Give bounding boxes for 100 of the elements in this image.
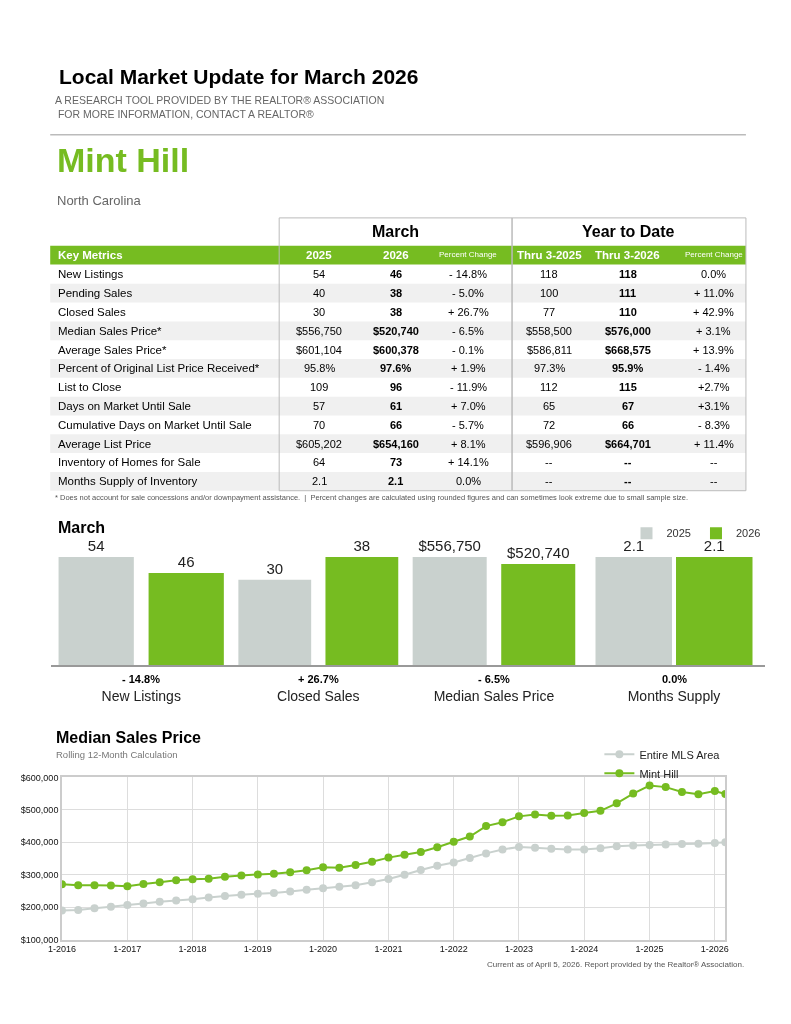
- text: 70: [313, 419, 326, 431]
- point: [612, 799, 621, 808]
- point: [220, 891, 229, 900]
- text: - 11.9%: [450, 381, 488, 393]
- text: 38: [390, 306, 403, 318]
- point: [368, 857, 377, 866]
- text: - 14.8%: [449, 268, 487, 280]
- point: [677, 788, 686, 796]
- text: --: [710, 475, 718, 487]
- text: $601,104: [296, 344, 342, 356]
- x-axis-title: Closed Sales: [277, 687, 360, 704]
- point: [286, 887, 295, 896]
- y-tick-label: $100,000: [20, 934, 59, 945]
- text: - 0.1%: [452, 344, 484, 356]
- point: [449, 858, 458, 867]
- y-tick-label: Average List Price: [58, 438, 152, 450]
- text: 111: [619, 287, 637, 299]
- text: 110: [619, 306, 637, 318]
- text: $576,000: [605, 325, 651, 337]
- point: [220, 872, 229, 881]
- point: [384, 853, 393, 862]
- x-tick-label: 1-2016: [47, 944, 76, 955]
- text: +2.7%: [698, 381, 730, 393]
- point: [188, 895, 197, 904]
- text: + 11.0%: [694, 287, 734, 299]
- point: [547, 844, 556, 853]
- text: 64: [313, 456, 326, 468]
- point: [596, 844, 605, 853]
- chart-subtitle: Rolling 12-Month Calculation: [56, 749, 178, 760]
- text: 46: [390, 268, 403, 280]
- point: [204, 893, 213, 902]
- y-tick-label: New Listings: [58, 268, 124, 280]
- point: [531, 810, 540, 819]
- text: 100: [540, 287, 559, 299]
- text: 0.0%: [456, 475, 482, 487]
- point: [498, 818, 507, 827]
- x-tick-label: Percent Change: [685, 250, 744, 259]
- text: 2.1: [312, 475, 328, 487]
- x-tick-label: Percent Change: [439, 250, 498, 259]
- point: [106, 902, 115, 911]
- y-tick-label: $300,000: [20, 869, 59, 880]
- text: 61: [390, 400, 403, 412]
- text: - 1.4%: [698, 362, 730, 374]
- point: [90, 881, 99, 890]
- point: [645, 840, 654, 849]
- point: [155, 878, 164, 887]
- text: - 5.7%: [452, 419, 484, 431]
- point: [580, 809, 589, 818]
- text: --: [624, 475, 632, 487]
- point: [74, 905, 83, 914]
- x-tick-label: 1-2018: [178, 944, 207, 955]
- text: 72: [543, 419, 556, 431]
- y-tick-label: Inventory of Homes for Sale: [58, 456, 201, 468]
- point: [319, 863, 328, 872]
- point: [237, 890, 246, 899]
- point: [400, 850, 409, 859]
- text: - 14.8%: [122, 673, 161, 685]
- point: [433, 843, 442, 852]
- point: [629, 841, 638, 850]
- text: 115: [619, 381, 637, 393]
- point: [596, 806, 605, 815]
- point: [661, 840, 670, 849]
- y-tick-label: Cumulative Days on Market Until Sale: [58, 419, 252, 431]
- data-label: 30: [266, 559, 284, 577]
- x-tick-label: 1-2022: [439, 944, 468, 955]
- text: - 6.5%: [478, 673, 511, 685]
- text: 77: [543, 306, 556, 318]
- text: --: [545, 456, 553, 468]
- point: [612, 842, 621, 851]
- chart-title: Median Sales Price: [56, 729, 202, 746]
- text: March: [372, 223, 420, 240]
- point: [514, 842, 523, 851]
- y-tick-label: $200,000: [20, 902, 59, 913]
- x-tick-label: 1-2025: [635, 944, 664, 955]
- data-label: 2.1: [703, 536, 725, 554]
- legend-label: Mint Hill: [639, 767, 679, 780]
- point: [465, 853, 474, 862]
- point: [416, 848, 425, 857]
- text: + 7.0%: [451, 400, 486, 412]
- text: + 26.7%: [298, 673, 339, 685]
- text: 67: [622, 400, 635, 412]
- point: [172, 876, 181, 885]
- text: $664,701: [605, 438, 651, 450]
- x-tick-label: 1-2024: [570, 944, 599, 955]
- x-tick-label: Thru 3-2026: [595, 249, 660, 261]
- text: --: [545, 475, 553, 487]
- point: [253, 870, 262, 879]
- point: [351, 881, 360, 890]
- text: A RESEARCH TOOL PROVIDED BY THE REALTOR® ASSOCIATION FOR MORE INFORMATION, CONTACT A REALTOR®: [55, 94, 385, 120]
- text: + 14.1%: [448, 456, 489, 468]
- text: - 6.5%: [452, 325, 484, 337]
- text: 97.3%: [534, 362, 566, 374]
- x-tick-label: 1-2019: [243, 944, 272, 955]
- point: [563, 811, 572, 820]
- x-tick-label: 2026: [383, 249, 409, 261]
- point: [580, 845, 589, 854]
- data-label: $520,740: [506, 543, 570, 561]
- text: $596,906: [526, 438, 572, 450]
- text: - 5.0%: [452, 287, 484, 299]
- point: [465, 832, 474, 841]
